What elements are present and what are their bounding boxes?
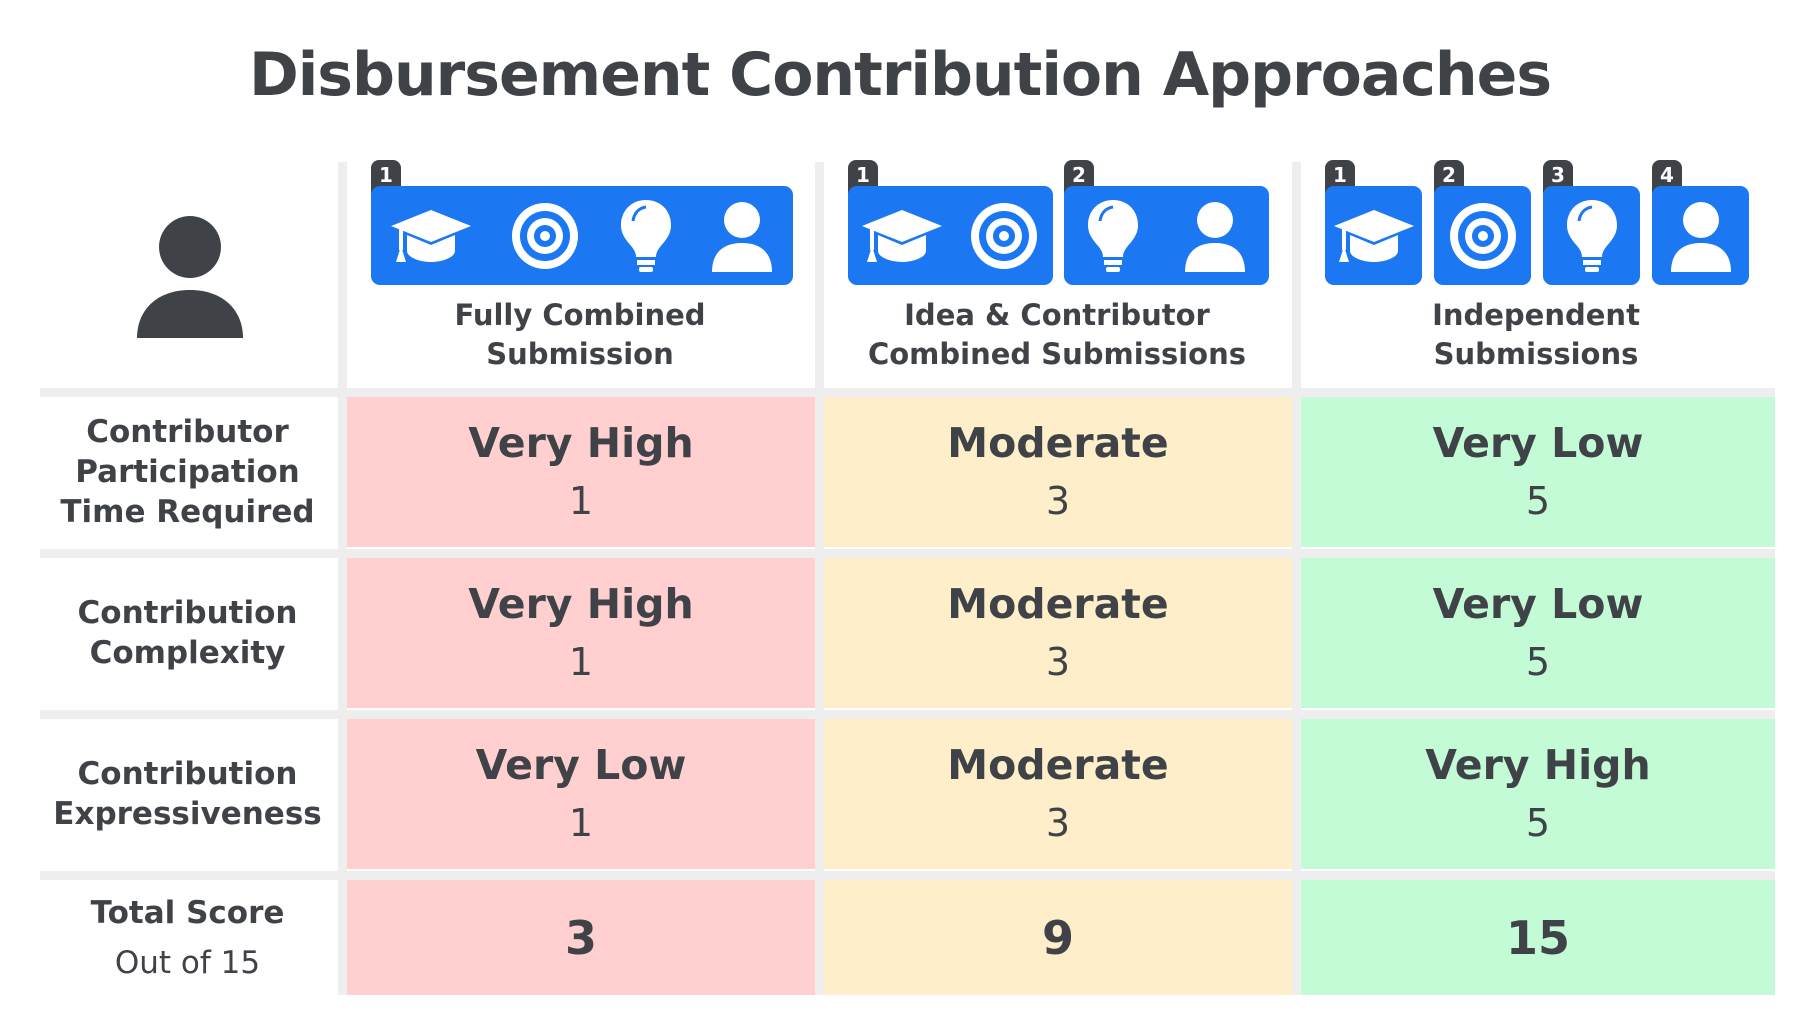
grid-divider [40, 871, 1775, 880]
contributor-group-box [371, 186, 793, 285]
score-text: 3 [1045, 479, 1071, 523]
column-label-line: Submissions [1433, 337, 1639, 371]
total-cell-col3: 15 [1301, 880, 1775, 995]
person-icon [1182, 200, 1248, 272]
column-label-line: Submission [486, 337, 674, 371]
rating-text: Very High [468, 580, 694, 628]
cell-row3-col3: Very High 5 [1301, 719, 1775, 869]
column-label-idea-contributor: Idea & Contributor Combined Submissions [822, 296, 1292, 374]
person-icon [1668, 200, 1734, 272]
row-label-complexity: Contribution Complexity [40, 558, 335, 708]
score-text: 1 [568, 801, 594, 845]
score-text: 5 [1525, 640, 1551, 684]
rating-text: Very High [1425, 741, 1651, 789]
lightbulb-icon [618, 198, 674, 274]
grid-divider [40, 549, 1775, 558]
person-icon [709, 200, 775, 272]
rating-text: Moderate [947, 741, 1169, 789]
row-label-line: Complexity [89, 635, 286, 671]
total-sublabel: Out of 15 [114, 944, 261, 981]
row-label-line: Expressiveness [53, 796, 322, 832]
column-label-line: Fully Combined [454, 298, 706, 332]
rating-text: Moderate [947, 580, 1169, 628]
score-text: 5 [1525, 479, 1551, 523]
grid-divider [1292, 162, 1301, 995]
row-label-line: Contribution [77, 756, 298, 792]
lightbulb-icon [1085, 198, 1141, 274]
row-label-line: Contributor [86, 414, 289, 450]
rating-text: Very Low [1432, 580, 1644, 628]
target-icon [508, 199, 582, 273]
target-icon [1446, 199, 1520, 273]
score-text: 3 [1045, 801, 1071, 845]
total-label: Total Score [90, 894, 285, 931]
rating-text: Moderate [947, 419, 1169, 467]
score-text: 1 [568, 479, 594, 523]
row-label-expressiveness: Contribution Expressiveness [40, 719, 335, 869]
grid-divider [40, 388, 1775, 397]
cell-row1-col3: Very Low 5 [1301, 397, 1775, 547]
total-cell-col1: 3 [347, 880, 815, 995]
cell-row2-col1: Very High 1 [347, 558, 815, 708]
graduation-cap-icon [860, 204, 944, 268]
column-label-line: Idea & Contributor [904, 298, 1210, 332]
contributor-group-box [1543, 186, 1640, 285]
column-label-independent: Independent Submissions [1301, 296, 1771, 374]
score-text: 3 [1045, 640, 1071, 684]
row-label-line: Contribution [77, 595, 298, 631]
lightbulb-icon [1564, 198, 1620, 274]
graduation-cap-icon [1332, 204, 1416, 268]
rating-text: Very Low [475, 741, 687, 789]
contributor-group-box [1325, 186, 1422, 285]
cell-row3-col1: Very Low 1 [347, 719, 815, 869]
total-value: 9 [1041, 910, 1074, 965]
column-label-line: Combined Submissions [867, 337, 1247, 371]
grid-divider [338, 162, 347, 995]
graduation-cap-icon [389, 204, 473, 268]
cell-row3-col2: Moderate 3 [824, 719, 1292, 869]
page-title: Disbursement Contribution Approaches [248, 40, 1552, 110]
row-label-total-score: Total Score Out of 15 [40, 880, 335, 995]
target-icon [967, 199, 1041, 273]
rating-text: Very Low [1432, 419, 1644, 467]
row-label-participation-time: Contributor Participation Time Required [40, 397, 335, 547]
total-value: 3 [564, 910, 597, 965]
total-value: 15 [1505, 910, 1570, 965]
cell-row1-col2: Moderate 3 [824, 397, 1292, 547]
grid-divider [40, 710, 1775, 719]
cell-row2-col2: Moderate 3 [824, 558, 1292, 708]
column-label-line: Independent [1432, 298, 1640, 332]
cell-row1-col1: Very High 1 [347, 397, 815, 547]
contributor-group-box [1064, 186, 1269, 285]
contributor-group-box [848, 186, 1053, 285]
score-text: 1 [568, 640, 594, 684]
row-label-line: Time Required [60, 494, 315, 530]
score-text: 5 [1525, 801, 1551, 845]
row-label-line: Participation [75, 454, 300, 490]
rating-text: Very High [468, 419, 694, 467]
contributor-group-box [1434, 186, 1531, 285]
grid-divider [815, 162, 824, 995]
total-cell-col2: 9 [824, 880, 1292, 995]
contributor-group-box [1652, 186, 1749, 285]
column-label-fully-combined: Fully Combined Submission [345, 296, 815, 374]
cell-row2-col3: Very Low 5 [1301, 558, 1775, 708]
person-icon [137, 216, 243, 338]
